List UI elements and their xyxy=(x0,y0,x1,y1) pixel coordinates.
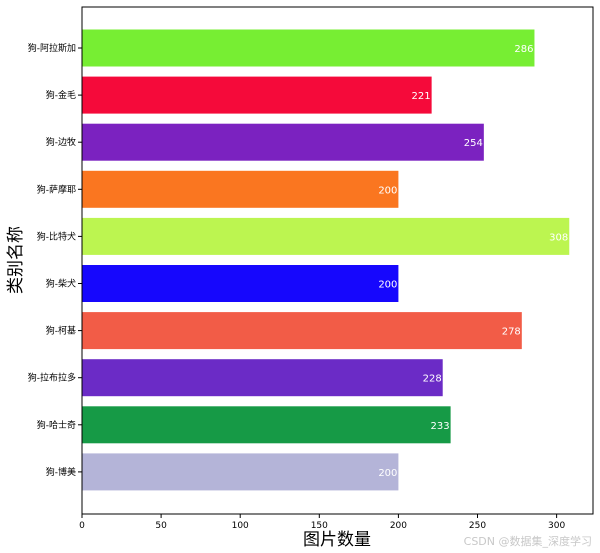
bar-5 xyxy=(82,217,570,255)
x-tick-label: 0 xyxy=(79,521,85,531)
category-label: 狗-博美 xyxy=(46,466,76,478)
bar-value-label: 278 xyxy=(502,327,521,338)
category-label: 狗-边牧 xyxy=(46,136,76,148)
bar-value-label: 221 xyxy=(412,91,431,102)
bar-value-label: 200 xyxy=(378,468,397,479)
category-label: 狗-比特犬 xyxy=(37,230,76,242)
category-label: 狗-哈士奇 xyxy=(37,419,76,431)
category-label: 狗-阿拉斯加 xyxy=(28,42,76,54)
x-tick-label: 100 xyxy=(232,521,249,531)
bars-layer: 286 221 254 200 308 200 278 228 233 200 xyxy=(82,29,570,491)
ticks-layer: 狗-阿拉斯加狗-金毛狗-边牧狗-萨摩耶狗-比特犬狗-柴犬狗-柯基狗-拉布拉多狗-… xyxy=(28,42,566,531)
bar-6 xyxy=(82,265,399,302)
bar-value-label: 228 xyxy=(423,374,442,385)
x-tick-label: 50 xyxy=(155,521,167,531)
plot-frame xyxy=(81,6,594,515)
bar-value-label: 200 xyxy=(378,185,397,196)
bar-value-label: 254 xyxy=(464,138,483,149)
category-label: 狗-金毛 xyxy=(46,89,76,101)
category-label: 狗-萨摩耶 xyxy=(37,183,76,195)
bar-3 xyxy=(82,123,484,161)
bar-value-label: 286 xyxy=(514,44,533,55)
category-label: 狗-柴犬 xyxy=(46,278,76,290)
bar-9 xyxy=(82,406,451,444)
x-tick-label: 250 xyxy=(469,521,486,531)
bar-8 xyxy=(82,359,443,397)
category-label: 狗-柯基 xyxy=(46,325,76,337)
x-tick-label: 200 xyxy=(390,521,407,531)
watermark: CSDN @数据集_深度学习 xyxy=(463,535,592,548)
y-axis-title: 类别名称 xyxy=(6,226,26,294)
bar-10 xyxy=(82,453,399,491)
bar-value-label: 308 xyxy=(549,232,568,243)
x-tick-label: 300 xyxy=(548,521,565,531)
bar-value-label: 200 xyxy=(378,280,397,291)
x-tick-label: 150 xyxy=(311,521,328,531)
category-label: 狗-拉布拉多 xyxy=(28,372,76,384)
x-axis-title: 图片数量 xyxy=(303,530,371,550)
bar-value-label: 233 xyxy=(431,421,450,432)
bar-4 xyxy=(82,170,399,208)
bar-1 xyxy=(82,29,535,67)
bar-2 xyxy=(82,76,432,114)
bar-7 xyxy=(82,312,522,350)
